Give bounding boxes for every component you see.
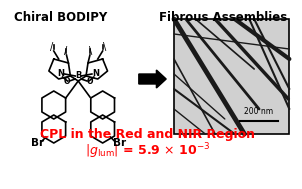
Text: \: \: [103, 42, 106, 52]
Text: Br: Br: [113, 138, 126, 148]
Text: O: O: [63, 77, 70, 87]
Text: O: O: [87, 77, 93, 87]
Bar: [174, 19, 289, 134]
Text: N: N: [57, 68, 64, 77]
Text: CPL in the Red and NIR Region: CPL in the Red and NIR Region: [40, 128, 255, 141]
Text: /: /: [50, 42, 53, 52]
Text: B: B: [75, 71, 82, 81]
Text: /: /: [64, 46, 67, 56]
FancyArrow shape: [139, 70, 166, 88]
Text: $|g_\mathrm{lum}|$ = 5.9 $\times$ 10$^{-3}$: $|g_\mathrm{lum}|$ = 5.9 $\times$ 10$^{-…: [85, 141, 210, 161]
Text: Br: Br: [31, 138, 44, 148]
Text: \: \: [89, 46, 92, 56]
Text: N: N: [92, 68, 99, 77]
Text: 200 nm: 200 nm: [244, 107, 273, 116]
Text: Fibrous Assemblies: Fibrous Assemblies: [159, 11, 287, 24]
Text: Chiral BODIPY: Chiral BODIPY: [14, 11, 107, 24]
